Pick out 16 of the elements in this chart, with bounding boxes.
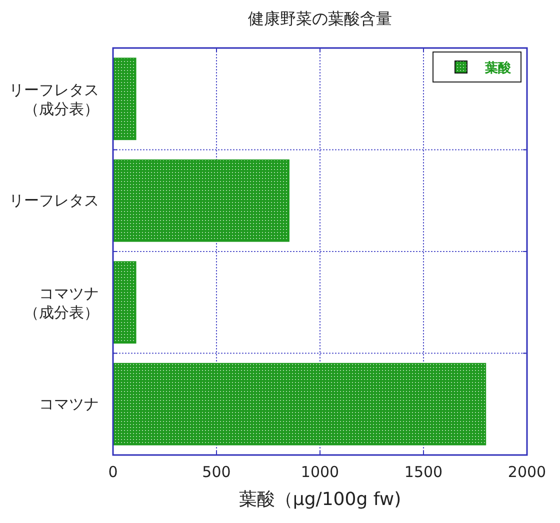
bar xyxy=(112,362,486,446)
y-tick-label: コマツナ xyxy=(39,395,99,414)
legend-label: 葉酸 xyxy=(484,60,512,76)
x-tick-label: 1500 xyxy=(404,463,443,481)
x-tick-label: 2000 xyxy=(508,463,546,481)
y-tick-label: コマツナ（成分表） xyxy=(24,284,99,322)
y-tick-label: リーフレタス（成分表） xyxy=(9,80,99,118)
x-tick-label: 0 xyxy=(108,463,118,481)
x-tick-label: 1000 xyxy=(300,463,340,481)
bar xyxy=(112,261,136,344)
bar xyxy=(112,58,136,140)
chart-title: 健康野菜の葉酸含量 xyxy=(248,9,392,28)
x-axis-title: 葉酸（μg/100g fw) xyxy=(238,489,402,510)
bar xyxy=(112,159,290,242)
y-tick-label: リーフレタス xyxy=(9,192,99,210)
x-tick-label: 500 xyxy=(202,463,231,481)
